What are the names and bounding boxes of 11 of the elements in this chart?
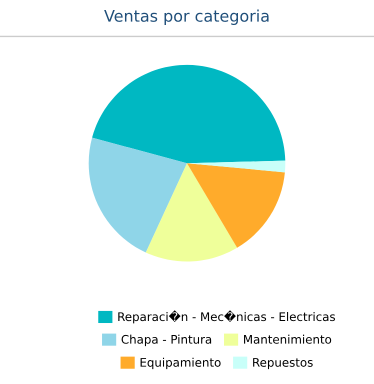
legend-label: Repuestos <box>253 358 313 370</box>
legend-label: Mantenimiento <box>244 334 332 344</box>
legend-label: Equipamiento <box>140 358 221 370</box>
legend-label: Chapa - Pintura <box>122 334 212 346</box>
pie-slice <box>92 64 286 164</box>
pie-slice <box>88 138 187 252</box>
pie-slice <box>146 163 238 262</box>
pie-slice <box>187 160 286 172</box>
legend-label: Reparaci�n - Mec�nicas - Electricas <box>118 310 336 324</box>
pie-slice <box>187 163 285 248</box>
chart-title: Ventas por categoria <box>104 10 269 26</box>
